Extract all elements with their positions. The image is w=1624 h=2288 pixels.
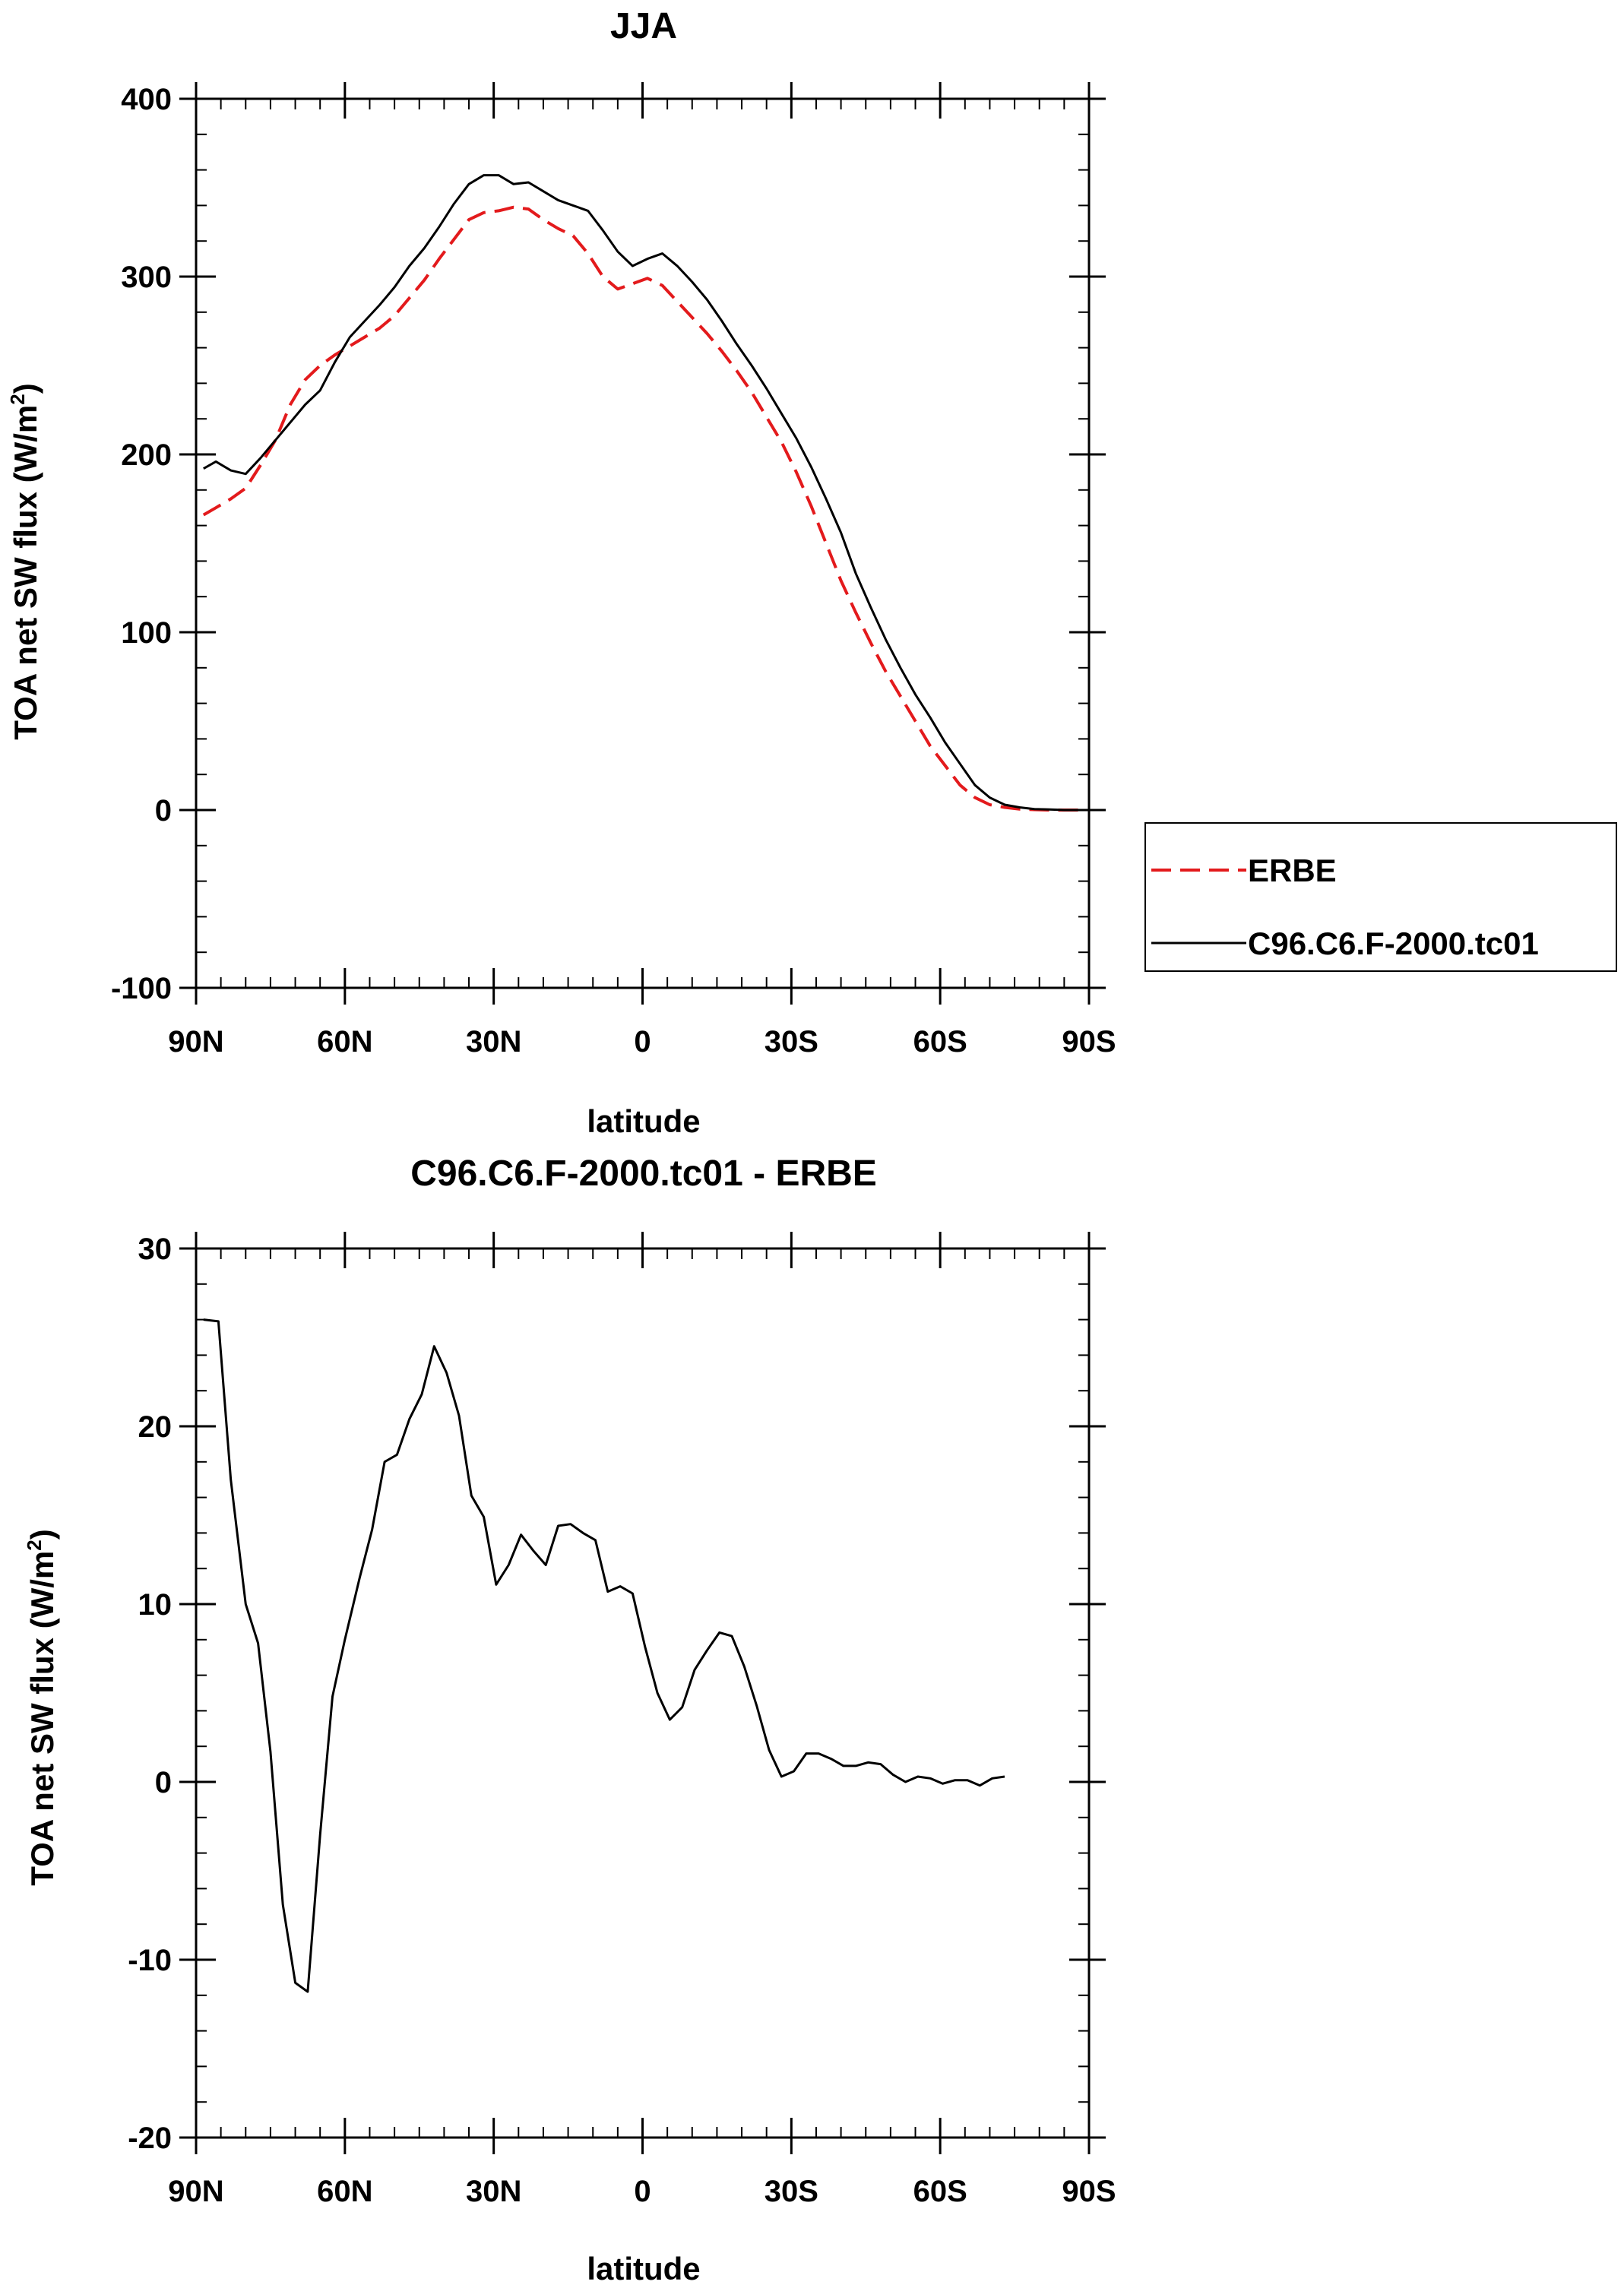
bottom-panel-title: C96.C6.F-2000.tc01 - ERBE xyxy=(410,1153,877,1194)
bottom-panel-ylabel: TOA net SW flux (W/m2) xyxy=(23,1529,60,1885)
top-panel-ylabel-close: ) xyxy=(8,383,43,394)
top-x-tick-label: 60S xyxy=(913,1025,967,1059)
bottom-y-tick-label: 0 xyxy=(155,1766,172,1799)
bottom-panel-series xyxy=(203,1318,1005,1993)
top-x-tick-label: 0 xyxy=(634,1025,651,1059)
bottom-y-tick-label: 30 xyxy=(138,1233,173,1266)
bottom-x-tick-label: 60N xyxy=(317,2175,372,2208)
bottom-x-tick-label: 90S xyxy=(1062,2175,1116,2208)
top-y-tick-label: 400 xyxy=(121,83,172,116)
legend-box xyxy=(1144,822,1617,972)
top-panel: JJA 90N 60N 30N 0 30S 60S 90S -100 0 100 200 300 400… xyxy=(6,6,1116,1139)
top-panel-ylabel: TOA net SW flux (W/m2) xyxy=(6,383,43,739)
bottom-panel-axes: 90N 60N 30N 0 30S 60S 90S -20 -10 0 10 20 30 xyxy=(128,1232,1116,2208)
bottom-series-line-0 xyxy=(203,1318,1005,1993)
bottom-y-tick-label: 10 xyxy=(138,1588,173,1622)
top-panel-xlabel: latitude xyxy=(587,1103,700,1139)
legend-label-model: C96.C6.F-2000.tc01 xyxy=(1248,926,1539,961)
bottom-y-tick-label: 20 xyxy=(138,1410,173,1444)
top-panel-legend: ERBE C96.C6.F-2000.tc01 xyxy=(1144,822,1617,972)
top-y-tick-label: 200 xyxy=(121,438,172,472)
bottom-panel-xlabel: latitude xyxy=(587,2251,700,2286)
top-y-tick-label: 300 xyxy=(121,261,172,294)
bottom-panel-ylabel-close: ) xyxy=(24,1529,60,1540)
top-panel-ylabel-sup: 2 xyxy=(6,394,29,404)
bottom-y-tick-label: -20 xyxy=(128,2122,172,2155)
bottom-plot-frame xyxy=(195,1247,1091,2139)
bottom-y-tick-label: -10 xyxy=(128,1944,172,1977)
bottom-x-tick-label: 0 xyxy=(634,2175,651,2208)
top-x-tick-label: 30N xyxy=(466,1025,521,1059)
bottom-panel-ylabel-sup: 2 xyxy=(23,1540,46,1550)
top-series-line-0 xyxy=(202,205,1082,812)
top-y-tick-label: 100 xyxy=(121,616,172,650)
bottom-x-tick-label: 60S xyxy=(913,2175,967,2208)
bottom-panel: C96.C6.F-2000.tc01 - ERBE 90N 60N 30N 0 30S 6… xyxy=(23,1153,1116,2286)
top-x-tick-label: 30S xyxy=(765,1025,818,1059)
bottom-x-tick-label: 90N xyxy=(168,2175,223,2208)
top-panel-axes: 90N 60N 30N 0 30S 60S 90S -100 0 100 200 300 400 xyxy=(111,82,1116,1059)
bottom-panel-ylabel-main: TOA net SW flux (W/m xyxy=(24,1551,60,1886)
bottom-x-tick-label: 30N xyxy=(466,2175,521,2208)
legend-label-erbe: ERBE xyxy=(1248,853,1337,888)
top-y-tick-label: -100 xyxy=(111,972,172,1005)
top-x-tick-label: 60N xyxy=(317,1025,372,1059)
top-panel-ylabel-main: TOA net SW flux (W/m xyxy=(8,405,43,740)
top-panel-series xyxy=(202,174,1082,812)
top-y-tick-label: 0 xyxy=(155,794,172,828)
top-series-line-1 xyxy=(203,174,1082,812)
top-panel-title: JJA xyxy=(610,6,677,46)
top-x-tick-label: 90N xyxy=(168,1025,223,1059)
bottom-x-tick-label: 30S xyxy=(765,2175,818,2208)
top-x-tick-label: 90S xyxy=(1062,1025,1116,1059)
top-plot-frame xyxy=(195,97,1091,989)
